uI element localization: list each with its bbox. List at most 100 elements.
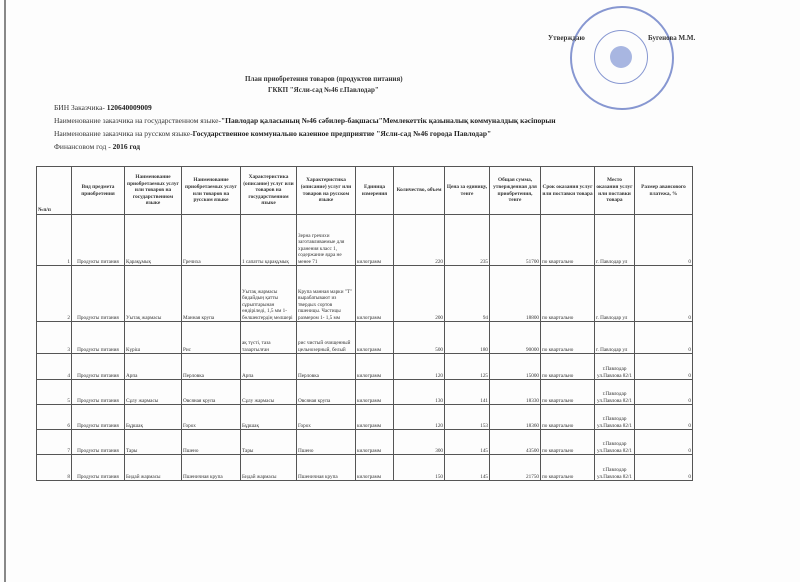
table-cell: 125: [444, 353, 490, 380]
table-cell: г. Павлодар ул: [594, 321, 635, 354]
column-header: Наименование приобретаемых услуг или тов…: [181, 166, 241, 215]
table-row: 2 Продукты питания Уытақ жармасы Манная кру…: [36, 265, 693, 322]
table-cell: 130: [393, 379, 445, 405]
ru-name-line: Наименование заказчика на русском языке-…: [54, 129, 492, 138]
approval-label: Утверждаю: [548, 34, 585, 42]
table-cell: 2: [36, 265, 72, 322]
approver-name: Бугенова М.М.: [648, 34, 696, 42]
table-cell: 8: [36, 454, 72, 481]
table-cell: 15000: [489, 353, 541, 380]
table-cell: г.Павлодар ул.Павлова 82/1: [594, 454, 635, 481]
table-cell: 145: [444, 429, 490, 455]
table-cell: Тары: [240, 429, 297, 455]
year-line: Финансовом год - 2016 год: [54, 142, 141, 151]
table-cell: Бидай жармасы: [240, 454, 297, 481]
table-cell: Продукты питания: [71, 429, 125, 455]
table-cell: Уытақ жармасы бидайдың қатты сұрыптарына…: [240, 265, 297, 322]
table-cell: Продукты питания: [71, 321, 125, 354]
table-cell: Арпа: [240, 353, 297, 380]
table-cell: Овсяная крупа: [296, 379, 356, 405]
table-cell: Сұлу жармасы: [240, 379, 297, 405]
table-cell: килограмм: [355, 404, 394, 430]
table-cell: Манная крупа: [181, 265, 241, 322]
table-row: 1 Продукты питания Қарақұмық Гречиха 1 сапат…: [36, 214, 693, 266]
table-cell: 141: [444, 379, 490, 405]
table-cell: 0: [634, 404, 693, 430]
table-cell: Пшеничная крупа: [296, 454, 356, 481]
doc-subtitle: ГККП "Ясли-сад №46 г.Павлодар": [268, 86, 379, 94]
table-cell: рис чистый очищенный цельнозерный, белый: [296, 321, 356, 354]
table-cell: 153: [444, 404, 490, 430]
column-header: Место оказания услуг или поставки товара: [594, 166, 635, 215]
table-cell: 7: [36, 429, 72, 455]
scan-edge: [4, 0, 6, 582]
table-cell: 6: [36, 404, 72, 430]
table-cell: по квартально: [540, 404, 595, 430]
table-cell: 5: [36, 379, 72, 405]
column-header: Цена за единицу, тенге: [444, 166, 490, 215]
table-cell: Қарақұмық: [124, 214, 182, 266]
table-cell: 1: [36, 214, 72, 266]
table-cell: 180: [444, 321, 490, 354]
table-cell: Зерна гречихи заготавливаемые для хранен…: [296, 214, 356, 266]
table-cell: Горох: [296, 404, 356, 430]
table-cell: 500: [393, 321, 445, 354]
table-cell: по квартально: [540, 379, 595, 405]
table-cell: 4: [36, 353, 72, 380]
doc-title: План приобретения товаров (продуктов пит…: [245, 75, 403, 83]
table-cell: по квартально: [540, 321, 595, 354]
column-header: Срок оказания услуг или поставки товара: [540, 166, 595, 215]
table-cell: по квартально: [540, 429, 595, 455]
table-cell: г.Павлодар ул.Павлова 82/1: [594, 429, 635, 455]
table-cell: г.Павлодар ул.Павлова 82/1: [594, 404, 635, 430]
table-cell: килограмм: [355, 379, 394, 405]
table-cell: 0: [634, 379, 693, 405]
column-header: Характеристика (описание) услуг или това…: [296, 166, 356, 215]
table-cell: Уытақ жармасы: [124, 265, 182, 322]
table-cell: Продукты питания: [71, 214, 125, 266]
table-cell: Крупа манная марки "Т" вырабатывают из т…: [296, 265, 356, 322]
table-row: 5 Продукты питания Сұлу жармасы Овсяная кру…: [36, 379, 693, 405]
column-header: Количество, объем: [393, 166, 445, 215]
table-cell: килограмм: [355, 265, 394, 322]
table-cell: 1 сапатты қарақұмық: [240, 214, 297, 266]
table-cell: ақ түсті, таза тазартылған: [240, 321, 297, 354]
table-cell: килограмм: [355, 429, 394, 455]
table-cell: Пшено: [296, 429, 356, 455]
table-cell: по квартально: [540, 353, 595, 380]
official-seal: [570, 6, 674, 110]
table-cell: 120: [393, 404, 445, 430]
bin-line: БИН Заказчика- 120640009009: [54, 103, 152, 112]
column-header: Характеристика (описание) услуг или това…: [240, 166, 297, 215]
table-cell: 200: [393, 265, 445, 322]
table-cell: Рис: [181, 321, 241, 354]
table-cell: Арпа: [124, 353, 182, 380]
table-cell: 120: [393, 353, 445, 380]
table-cell: килограмм: [355, 321, 394, 354]
table-cell: 18800: [489, 265, 541, 322]
column-header: Наименование приобретаемых услуг или тов…: [124, 166, 182, 215]
column-header: Размер авансового платежа, %: [634, 166, 693, 215]
table-cell: 0: [634, 265, 693, 322]
table-header-row: №п/п Вид предмета приобретения Наименовани…: [36, 166, 693, 215]
table-cell: Пшеничная крупа: [181, 454, 241, 481]
table-cell: 0: [634, 454, 693, 481]
column-header: Общая сумма, утвержденная для приобретен…: [489, 166, 541, 215]
table-cell: г. Павлодар ул: [594, 214, 635, 266]
table-cell: 300: [393, 429, 445, 455]
table-cell: Бидай жармасы: [124, 454, 182, 481]
table-row: 3 Продукты питания Күріш Рис ақ түсті, таза …: [36, 321, 693, 354]
purchase-plan-table: №п/п Вид предмета приобретения Наименовани…: [36, 166, 693, 481]
table-cell: Продукты питания: [71, 379, 125, 405]
table-cell: Горох: [181, 404, 241, 430]
table-cell: Пшено: [181, 429, 241, 455]
table-cell: г.Павлодар ул.Павлова 82/1: [594, 353, 635, 380]
table-cell: по квартально: [540, 454, 595, 481]
table-cell: килограмм: [355, 454, 394, 481]
column-header: №п/п: [36, 166, 72, 215]
table-cell: 0: [634, 214, 693, 266]
table-cell: Продукты питания: [71, 454, 125, 481]
table-cell: Перловка: [181, 353, 241, 380]
table-cell: 21750: [489, 454, 541, 481]
table-cell: 3: [36, 321, 72, 354]
